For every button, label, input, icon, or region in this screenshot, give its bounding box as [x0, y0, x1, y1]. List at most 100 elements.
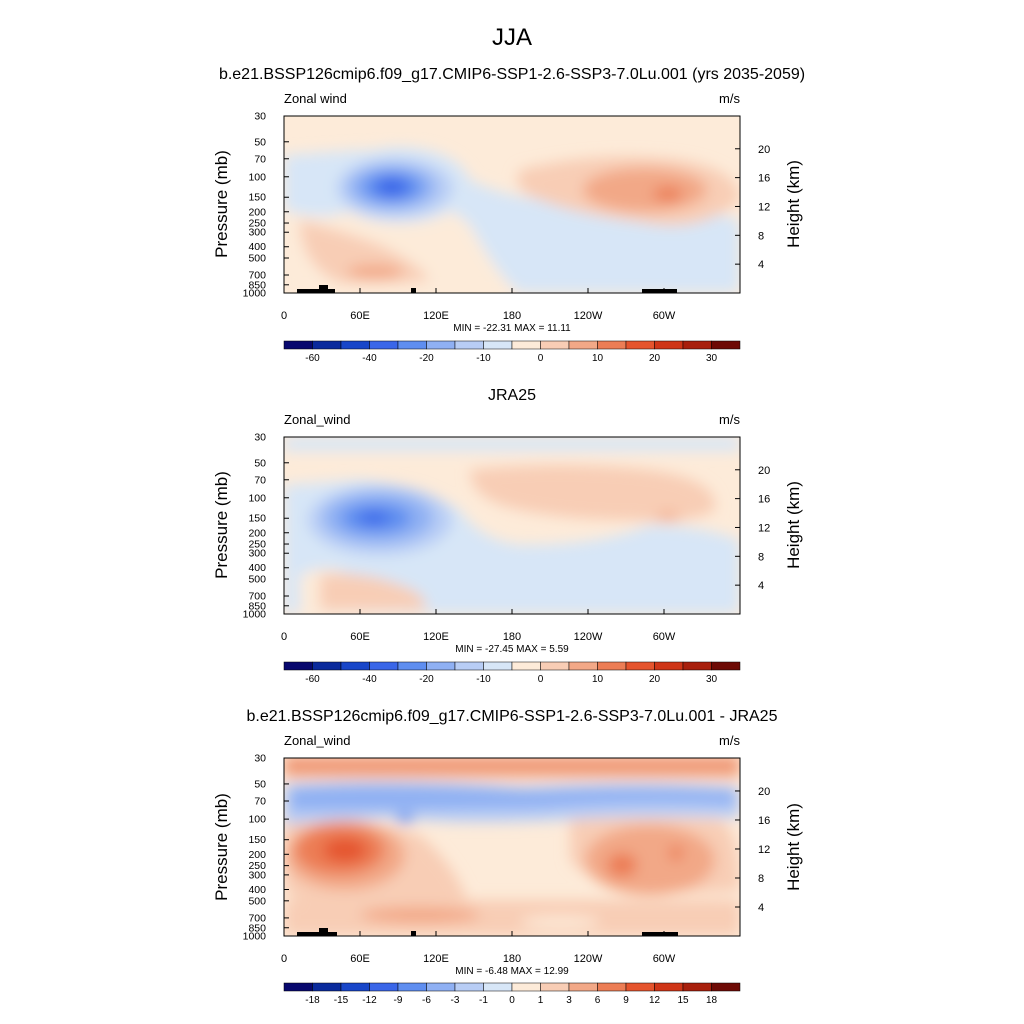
colorbar-swatch	[340, 982, 370, 992]
panel-2-variable-label: Zonal_wind	[284, 412, 351, 427]
lon-tick-label: 60W	[653, 310, 676, 322]
colorbar-swatch	[682, 661, 712, 671]
lon-tick-label: 60E	[350, 953, 370, 965]
lon-tick-label: 120E	[423, 953, 449, 965]
lon-tick-label: 180	[503, 953, 521, 965]
pressure-tick-label: 850	[248, 922, 266, 934]
colorbar-swatch	[597, 340, 627, 350]
lon-tick-label: 180	[503, 631, 521, 643]
panel-2-title: JRA25	[488, 387, 536, 404]
panel-1-ylabel-right: Height (km)	[784, 160, 803, 248]
height-tick-label: 16	[758, 173, 770, 185]
panel-3-ylabel-left: Pressure (mb)	[212, 793, 231, 901]
colorbar-label: -18	[305, 995, 320, 1006]
pressure-tick-label: 30	[254, 753, 266, 765]
panel-2-ylabel-right: Height (km)	[784, 481, 803, 569]
colorbar-label: -10	[476, 353, 491, 364]
colorbar-label: 30	[706, 674, 718, 685]
pressure-tick-label: 50	[254, 778, 266, 790]
colorbar-swatch	[597, 982, 627, 992]
pressure-tick-label: 850	[248, 279, 266, 291]
colorbar-swatch	[454, 340, 484, 350]
pressure-tick-label: 1000	[243, 288, 267, 300]
pressure-tick-label: 400	[248, 884, 266, 896]
colorbar-label: 15	[677, 995, 689, 1006]
height-tick-label: 8	[758, 873, 764, 885]
figure-title: JJA	[492, 24, 532, 51]
pressure-tick-label: 850	[248, 600, 266, 612]
colorbar-swatch	[540, 661, 570, 671]
height-tick-label: 16	[758, 815, 770, 827]
colorbar-swatch	[540, 340, 570, 350]
colorbar-label: -10	[476, 674, 491, 685]
colorbar-swatch	[625, 661, 655, 671]
colorbar-swatch	[483, 661, 513, 671]
colorbar-label: 18	[706, 995, 718, 1006]
colorbar-label: -60	[305, 674, 320, 685]
lon-tick-label: 0	[281, 631, 287, 643]
lon-tick-label: 60E	[350, 631, 370, 643]
colorbar-swatch	[483, 340, 513, 350]
pressure-tick-label: 100	[248, 814, 266, 826]
colorbar-label: 6	[595, 995, 601, 1006]
pressure-tick-label: 300	[248, 548, 266, 560]
lon-tick-label: 0	[281, 310, 287, 322]
colorbar-label: 12	[649, 995, 661, 1006]
pressure-tick-label: 70	[254, 153, 266, 165]
colorbar-swatch	[397, 340, 427, 350]
colorbar-label: -12	[362, 995, 377, 1006]
colorbar-swatch	[312, 661, 342, 671]
panel-1-ylabel-left: Pressure (mb)	[212, 150, 231, 258]
pressure-tick-label: 1000	[243, 609, 267, 621]
lon-tick-label: 60W	[653, 953, 676, 965]
height-tick-label: 12	[758, 522, 770, 534]
colorbar-swatch	[568, 661, 598, 671]
height-tick-label: 20	[758, 465, 770, 477]
pressure-tick-label: 500	[248, 574, 266, 586]
lon-tick-label: 120E	[423, 631, 449, 643]
pressure-tick-label: 150	[248, 513, 266, 525]
lon-tick-label: 60E	[350, 310, 370, 322]
height-tick-label: 20	[758, 144, 770, 156]
panel-1-variable-label: Zonal wind	[284, 91, 347, 106]
pressure-tick-label: 700	[248, 590, 266, 602]
colorbar-label: 9	[623, 995, 629, 1006]
colorbar-label: 20	[649, 674, 661, 685]
colorbar-label: -40	[362, 353, 377, 364]
colorbar-label: -60	[305, 353, 320, 364]
height-tick-label: 12	[758, 844, 770, 856]
pressure-tick-label: 150	[248, 834, 266, 846]
colorbar-swatch	[568, 982, 598, 992]
colorbar-swatch	[682, 340, 712, 350]
colorbar-label: 0	[538, 353, 544, 364]
colorbar-swatch	[654, 661, 684, 671]
panel-2-colorbar: -60 -40 -20 -10 0 10 20 30	[283, 661, 741, 685]
colorbar-swatch	[654, 982, 684, 992]
lon-tick-label: 120E	[423, 310, 449, 322]
lon-tick-label: 0	[281, 953, 287, 965]
colorbar-swatch	[283, 661, 313, 671]
panel-3-title: b.e21.BSSP126cmip6.f09_g17.CMIP6-SSP1-2.…	[247, 708, 778, 725]
colorbar-label: -20	[419, 674, 434, 685]
colorbar-swatch	[625, 340, 655, 350]
pressure-tick-label: 250	[248, 218, 266, 230]
colorbar-label: -40	[362, 674, 377, 685]
pressure-tick-label: 200	[248, 849, 266, 861]
colorbar-label: 0	[509, 995, 515, 1006]
panel-3-stats: MIN = -6.48 MAX = 12.99	[455, 966, 569, 977]
colorbar-swatch	[312, 982, 342, 992]
lon-tick-label: 120W	[574, 953, 603, 965]
colorbar-swatch	[454, 661, 484, 671]
height-tick-label: 16	[758, 494, 770, 506]
pressure-tick-label: 200	[248, 527, 266, 539]
colorbar-swatch	[397, 982, 427, 992]
pressure-tick-label: 70	[254, 796, 266, 808]
height-tick-label: 4	[758, 902, 764, 914]
colorbar-swatch	[369, 982, 399, 992]
panel-1: b.e21.BSSP126cmip6.f09_g17.CMIP6-SSP1-2.…	[212, 66, 805, 364]
colorbar-swatch	[426, 661, 456, 671]
colorbar-label: -1	[479, 995, 488, 1006]
colorbar-swatch	[483, 982, 513, 992]
